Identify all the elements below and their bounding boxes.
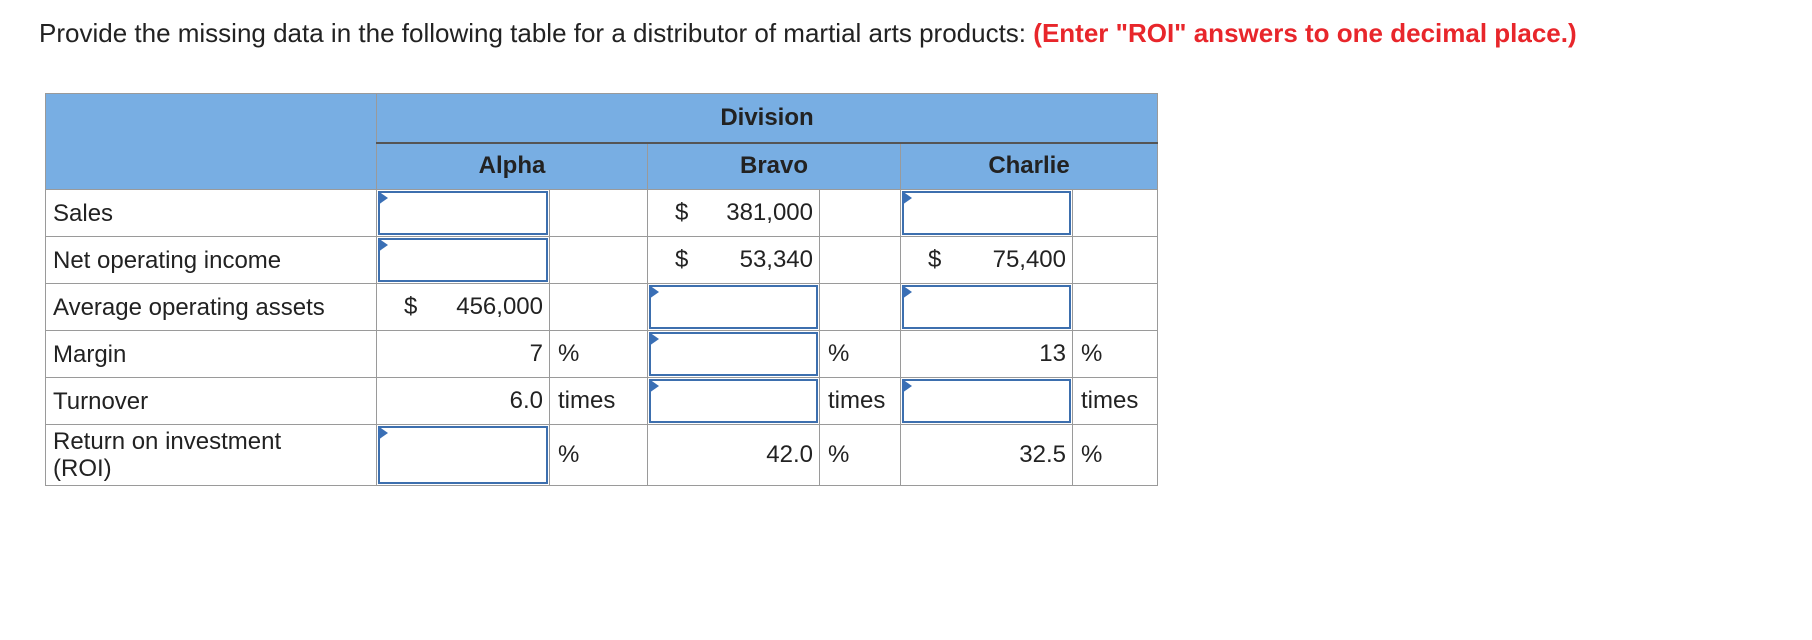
roi-bravo-unit: % (819, 424, 901, 486)
input-marker-icon (378, 238, 388, 252)
row-label-margin: Margin (45, 330, 377, 378)
input-marker-icon (902, 379, 912, 393)
sales-alpha-input[interactable] (378, 191, 548, 235)
instructions-text: Provide the missing data in the followin… (39, 18, 1027, 48)
input-marker-icon (378, 426, 388, 440)
sales-alpha-unit (549, 189, 648, 237)
row-label-roi: Return on investment (ROI) (45, 424, 377, 486)
roi-alpha-unit: % (549, 424, 648, 486)
roi-charlie-value: 32.5 (900, 424, 1073, 486)
sales-bravo-value: 381,000 (726, 199, 813, 226)
row-label-average-operating-assets: Average operating assets (45, 283, 377, 331)
input-marker-icon (902, 285, 912, 299)
turnover-bravo-input-cell[interactable] (647, 377, 820, 425)
roi-charlie-unit: % (1072, 424, 1158, 486)
sales-charlie-unit (1072, 189, 1158, 237)
header-row-columns: Alpha Bravo Charlie (46, 142, 1158, 190)
turnover-alpha-value: 6.0 (376, 377, 550, 425)
row-label-sales: Sales (45, 189, 377, 237)
margin-charlie-unit: % (1072, 330, 1158, 378)
noi-bravo-value: 53,340 (739, 246, 813, 273)
noi-alpha-input-cell[interactable] (376, 236, 550, 284)
instructions: Provide the missing data in the followin… (39, 15, 1577, 51)
sales-bravo-value-cell: $381,000 (647, 189, 820, 237)
header-corner (45, 93, 377, 190)
table-row-average-operating-assets: Average operating assets $456,000 (45, 283, 1158, 331)
noi-alpha-unit (549, 236, 648, 284)
input-marker-icon (378, 191, 388, 205)
column-header-charlie: Charlie (900, 142, 1158, 190)
table-row-net-operating-income: Net operating income $53,340 $75,400 (45, 236, 1158, 284)
margin-alpha-value: 7 (376, 330, 550, 378)
assets-bravo-input[interactable] (649, 285, 818, 329)
instructions-highlight: (Enter "ROI" answers to one decimal plac… (1033, 18, 1577, 48)
turnover-charlie-input[interactable] (902, 379, 1071, 423)
noi-charlie-value: 75,400 (992, 246, 1066, 273)
roi-alpha-input[interactable] (378, 426, 548, 484)
assets-bravo-input-cell[interactable] (647, 283, 820, 331)
row-label-turnover: Turnover (45, 377, 377, 425)
roi-alpha-input-cell[interactable] (376, 424, 550, 486)
assets-bravo-unit (819, 283, 901, 331)
margin-charlie-value: 13 (900, 330, 1073, 378)
currency-symbol: $ (675, 199, 689, 226)
input-marker-icon (902, 191, 912, 205)
input-marker-icon (649, 332, 659, 346)
table-row-turnover: Turnover 6.0 times times times (45, 377, 1158, 425)
assets-alpha-value: 456,000 (456, 293, 543, 320)
sales-bravo-unit (819, 189, 901, 237)
currency-symbol: $ (404, 293, 418, 320)
sales-charlie-input[interactable] (902, 191, 1071, 235)
column-header-alpha: Alpha (376, 142, 648, 190)
sales-charlie-input-cell[interactable] (900, 189, 1073, 237)
input-marker-icon (649, 285, 659, 299)
assets-alpha-value-cell: $456,000 (376, 283, 550, 331)
noi-alpha-input[interactable] (378, 238, 548, 282)
assets-charlie-unit (1072, 283, 1158, 331)
assets-charlie-input[interactable] (902, 285, 1071, 329)
assets-charlie-input-cell[interactable] (900, 283, 1073, 331)
currency-symbol: $ (928, 246, 942, 273)
turnover-bravo-unit: times (819, 377, 901, 425)
turnover-bravo-input[interactable] (649, 379, 818, 423)
row-label-net-operating-income: Net operating income (45, 236, 377, 284)
margin-bravo-input[interactable] (649, 332, 818, 376)
margin-bravo-input-cell[interactable] (647, 330, 820, 378)
currency-symbol: $ (675, 246, 689, 273)
noi-charlie-value-cell: $75,400 (900, 236, 1073, 284)
division-header: Division (376, 93, 1158, 144)
noi-charlie-unit (1072, 236, 1158, 284)
martial-arts-data-table: Division Alpha Bravo Charlie Sales $381,… (45, 93, 1158, 486)
margin-bravo-unit: % (819, 330, 901, 378)
noi-bravo-unit (819, 236, 901, 284)
input-marker-icon (649, 379, 659, 393)
turnover-charlie-input-cell[interactable] (900, 377, 1073, 425)
turnover-alpha-unit: times (549, 377, 648, 425)
margin-alpha-unit: % (549, 330, 648, 378)
sales-alpha-input-cell[interactable] (376, 189, 550, 237)
noi-bravo-value-cell: $53,340 (647, 236, 820, 284)
column-header-bravo: Bravo (647, 142, 901, 190)
header-row-division: Division (45, 93, 1158, 190)
table-row-sales: Sales $381,000 (45, 189, 1158, 237)
assets-alpha-unit (549, 283, 648, 331)
table-row-roi: Return on investment (ROI) % 42.0 % 32.5… (45, 424, 1158, 486)
roi-bravo-value: 42.0 (647, 424, 820, 486)
table-row-margin: Margin 7 % % 13 % (45, 330, 1158, 378)
turnover-charlie-unit: times (1072, 377, 1158, 425)
